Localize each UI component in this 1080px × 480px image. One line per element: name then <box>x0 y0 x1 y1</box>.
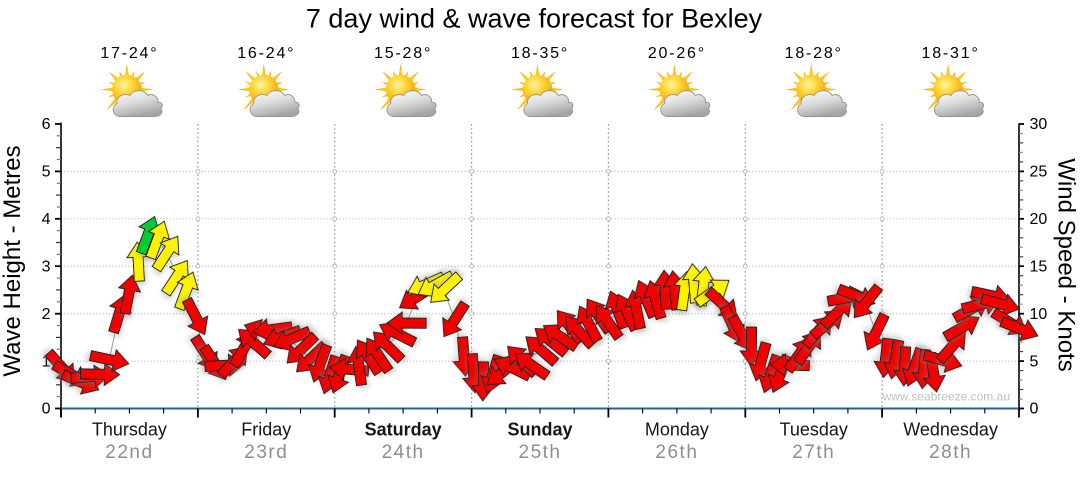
svg-text:20-26°: 20-26° <box>648 45 706 62</box>
svg-text:23rd: 23rd <box>244 442 288 463</box>
svg-text:5: 5 <box>1030 353 1039 370</box>
svg-text:Wednesday: Wednesday <box>903 420 998 440</box>
svg-text:Monday: Monday <box>645 420 709 440</box>
svg-text:26th: 26th <box>655 442 698 463</box>
svg-text:18-28°: 18-28° <box>785 45 843 62</box>
svg-text:18-35°: 18-35° <box>511 45 569 62</box>
svg-text:0: 0 <box>1030 401 1039 418</box>
svg-text:15-28°: 15-28° <box>374 45 432 62</box>
svg-text:24th: 24th <box>382 442 425 463</box>
svg-text:6: 6 <box>42 116 51 133</box>
svg-text:7 day wind & wave forecast for: 7 day wind & wave forecast for Bexley <box>306 4 763 34</box>
svg-text:3: 3 <box>42 258 51 275</box>
svg-text:17-24°: 17-24° <box>100 45 158 62</box>
svg-text:Thursday: Thursday <box>92 420 167 440</box>
svg-text:15: 15 <box>1030 258 1048 275</box>
svg-text:10: 10 <box>1030 306 1048 323</box>
svg-text:18-31°: 18-31° <box>922 45 980 62</box>
svg-text:27th: 27th <box>792 442 835 463</box>
svg-text:28th: 28th <box>929 442 972 463</box>
svg-text:1: 1 <box>42 353 51 370</box>
svg-text:Sunday: Sunday <box>507 420 572 440</box>
svg-text:Tuesday: Tuesday <box>780 420 848 440</box>
svg-text:Wave Height - Metres: Wave Height - Metres <box>0 145 26 376</box>
svg-text:Saturday: Saturday <box>365 420 442 440</box>
svg-text:2: 2 <box>42 306 51 323</box>
svg-text:www.seabreeze.com.au: www.seabreeze.com.au <box>882 390 1010 404</box>
svg-text:22nd: 22nd <box>105 442 153 463</box>
svg-text:5: 5 <box>42 164 51 181</box>
svg-text:25: 25 <box>1030 164 1048 181</box>
svg-text:20: 20 <box>1030 211 1048 228</box>
svg-text:4: 4 <box>42 211 51 228</box>
svg-text:16-24°: 16-24° <box>237 45 295 62</box>
svg-text:30: 30 <box>1030 116 1048 133</box>
svg-text:Friday: Friday <box>241 420 291 440</box>
svg-text:0: 0 <box>42 401 51 418</box>
svg-text:Wind Speed - Knots: Wind Speed - Knots <box>1053 158 1080 371</box>
svg-text:25th: 25th <box>519 442 562 463</box>
